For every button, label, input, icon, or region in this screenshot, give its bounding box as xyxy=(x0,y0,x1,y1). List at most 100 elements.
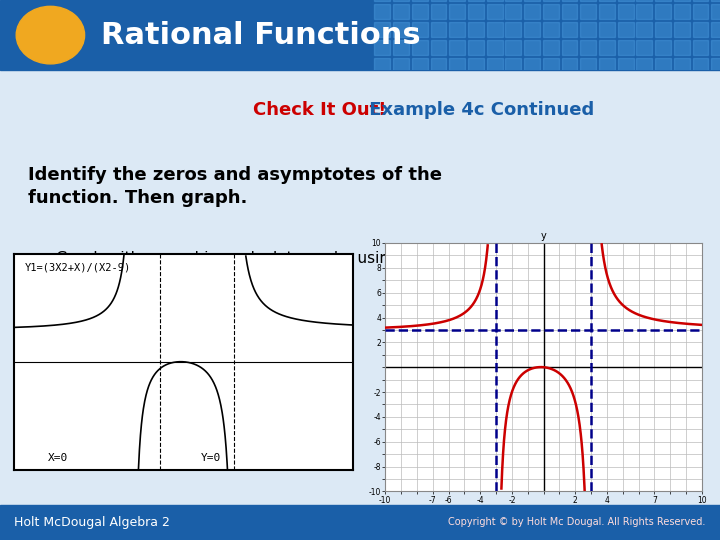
Bar xyxy=(711,40,720,56)
Bar xyxy=(431,58,446,73)
Bar xyxy=(599,22,615,37)
Bar xyxy=(449,22,465,37)
Bar xyxy=(505,22,521,37)
Bar xyxy=(393,0,409,1)
Bar xyxy=(412,3,428,19)
Bar xyxy=(431,22,446,37)
Ellipse shape xyxy=(17,6,85,64)
Bar xyxy=(524,40,540,56)
Bar xyxy=(562,0,577,1)
Bar xyxy=(487,58,503,73)
Bar xyxy=(487,3,503,19)
Bar xyxy=(562,22,577,37)
Bar xyxy=(505,3,521,19)
Bar xyxy=(562,58,577,73)
Bar xyxy=(636,40,652,56)
Text: Copyright © by Holt Mc Dougal. All Rights Reserved.: Copyright © by Holt Mc Dougal. All Right… xyxy=(449,517,706,528)
Bar xyxy=(655,22,671,37)
Bar xyxy=(543,0,559,1)
Bar xyxy=(543,58,559,73)
Bar xyxy=(431,40,446,56)
Bar xyxy=(431,0,446,1)
Bar xyxy=(505,40,521,56)
Bar xyxy=(580,0,596,1)
Bar xyxy=(655,0,671,1)
Bar xyxy=(599,58,615,73)
Bar xyxy=(374,3,390,19)
Bar xyxy=(431,3,446,19)
Bar xyxy=(468,22,484,37)
Bar xyxy=(524,58,540,73)
Text: Rational Functions: Rational Functions xyxy=(101,21,420,50)
Bar xyxy=(393,40,409,56)
Bar xyxy=(711,22,720,37)
Text: Graph with a graphing calculator or by using a
table of values.: Graph with a graphing calculator or by u… xyxy=(56,251,413,286)
Bar xyxy=(543,40,559,56)
Bar xyxy=(412,0,428,1)
Text: Y1=(3X2+X)/(X2-9): Y1=(3X2+X)/(X2-9) xyxy=(24,262,131,273)
Bar xyxy=(412,22,428,37)
Bar xyxy=(599,40,615,56)
Bar xyxy=(412,58,428,73)
Bar xyxy=(636,3,652,19)
Bar xyxy=(693,22,708,37)
Text: Y=0: Y=0 xyxy=(200,453,221,463)
Bar xyxy=(711,0,720,1)
Bar xyxy=(711,58,720,73)
Bar xyxy=(618,22,634,37)
Bar xyxy=(636,58,652,73)
Bar xyxy=(524,3,540,19)
Bar xyxy=(693,0,708,1)
Bar xyxy=(618,3,634,19)
Bar xyxy=(655,40,671,56)
Bar xyxy=(393,58,409,73)
Bar xyxy=(580,58,596,73)
Text: Check It Out!: Check It Out! xyxy=(253,100,386,119)
Bar xyxy=(693,40,708,56)
Bar xyxy=(636,0,652,1)
Bar xyxy=(618,58,634,73)
Text: Holt McDougal Algebra 2: Holt McDougal Algebra 2 xyxy=(14,516,170,529)
Bar xyxy=(562,3,577,19)
Bar xyxy=(674,3,690,19)
Bar xyxy=(374,40,390,56)
Bar xyxy=(393,22,409,37)
Bar xyxy=(449,3,465,19)
Bar xyxy=(618,0,634,1)
Bar xyxy=(468,0,484,1)
Bar xyxy=(505,0,521,1)
Bar xyxy=(487,0,503,1)
Bar xyxy=(693,3,708,19)
Bar xyxy=(374,22,390,37)
Bar xyxy=(487,40,503,56)
Bar xyxy=(524,22,540,37)
Text: Example 4c Continued: Example 4c Continued xyxy=(364,100,595,119)
Bar xyxy=(449,58,465,73)
Bar xyxy=(599,0,615,1)
Bar xyxy=(636,22,652,37)
Bar xyxy=(524,0,540,1)
Text: X=0: X=0 xyxy=(48,453,68,463)
Bar xyxy=(674,40,690,56)
Bar xyxy=(674,22,690,37)
Bar xyxy=(580,22,596,37)
Bar xyxy=(580,40,596,56)
Bar xyxy=(543,22,559,37)
Bar xyxy=(449,40,465,56)
Bar xyxy=(693,58,708,73)
Bar xyxy=(468,3,484,19)
Bar xyxy=(580,3,596,19)
Bar xyxy=(674,58,690,73)
Bar xyxy=(674,0,690,1)
Bar xyxy=(374,58,390,73)
Bar xyxy=(468,58,484,73)
Bar xyxy=(374,0,390,1)
Bar xyxy=(543,3,559,19)
Text: Identify the zeros and asymptotes of the
function. Then graph.: Identify the zeros and asymptotes of the… xyxy=(28,166,442,207)
Bar xyxy=(468,40,484,56)
Text: y: y xyxy=(541,231,546,240)
Bar xyxy=(655,58,671,73)
Bar xyxy=(449,0,465,1)
Bar xyxy=(505,58,521,73)
Bar xyxy=(487,22,503,37)
